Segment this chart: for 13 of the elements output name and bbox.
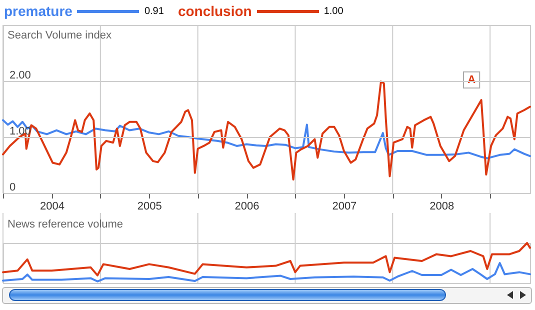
x-tick-label: 2008 xyxy=(430,200,454,212)
x-tick-label: 2007 xyxy=(332,200,357,212)
y-tick-label: 2.00 xyxy=(10,70,31,82)
text: 1.00 xyxy=(324,6,344,16)
text: 0.91 xyxy=(144,6,164,16)
y-axis-title: News reference volume xyxy=(8,218,124,230)
y-tick-label: 0 xyxy=(10,182,16,194)
x-tick-label: 2006 xyxy=(234,200,260,212)
legend-label: conclusion xyxy=(178,3,252,19)
x-tick-label: 2005 xyxy=(137,200,162,212)
legend-label: premature xyxy=(4,3,72,19)
y-axis-title: Search Volume index xyxy=(8,30,112,42)
x-tick-label: 2004 xyxy=(40,200,64,212)
